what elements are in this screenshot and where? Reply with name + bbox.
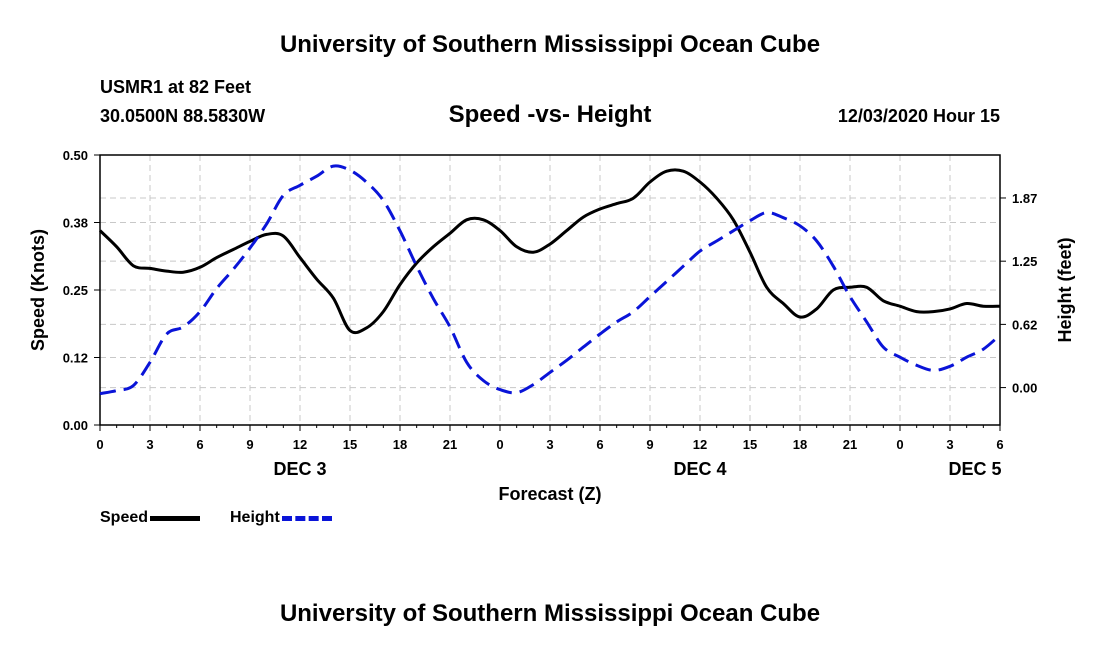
y2-tick-label: 1.25: [1012, 254, 1037, 269]
page-title: University of Southern Mississippi Ocean…: [279, 31, 821, 58]
day-label: DEC 3: [273, 459, 326, 479]
x-tick-label: 3: [146, 437, 153, 452]
legend-height-swatch: [281, 515, 332, 521]
station-label: USMR1 at 82 Feet: [100, 77, 252, 97]
x-tick-label: 6: [996, 437, 1003, 452]
series-line-height: [99, 164, 1001, 396]
y2-tick-label: 1.87: [1012, 191, 1037, 206]
y-tick-label: 0.25: [63, 283, 88, 298]
y2-tick-label: 0.00: [1012, 381, 1037, 396]
y2-axis-title: Height (feet): [1055, 238, 1075, 343]
x-tick-label: 0: [496, 437, 503, 452]
y-tick-label: 0.00: [63, 418, 88, 433]
chart-title: Speed -vs- Height: [448, 101, 652, 128]
y-tick-label: 0.38: [63, 216, 88, 231]
y2-tick-label: 0.62: [1012, 317, 1037, 332]
legend-height-label: Height: [230, 509, 280, 526]
legend-height: Height: [230, 509, 332, 527]
x-tick-label: 0: [896, 437, 903, 452]
series-line-speed: [98, 168, 1001, 335]
coordinates-label: 30.0500N 88.5830W: [100, 106, 266, 126]
legend-speed-swatch: [150, 515, 201, 521]
x-tick-label: 0: [96, 437, 103, 452]
day-label: DEC 4: [673, 459, 726, 479]
x-tick-label: 3: [546, 437, 553, 452]
x-tick-label: 21: [843, 437, 857, 452]
legend-speed: Speed: [100, 509, 201, 527]
x-tick-label: 15: [743, 437, 757, 452]
x-tick-label: 18: [393, 437, 407, 452]
x-tick-label: 6: [596, 437, 603, 452]
y-tick-label: 0.12: [63, 351, 88, 366]
x-tick-label: 9: [646, 437, 653, 452]
x-tick-label: 18: [793, 437, 807, 452]
x-tick-label: 3: [946, 437, 953, 452]
x-axis-title: Forecast (Z): [498, 484, 601, 504]
x-tick-label: 12: [293, 437, 307, 452]
x-tick-label: 15: [343, 437, 357, 452]
day-label: DEC 5: [948, 459, 1001, 479]
x-tick-label: 21: [443, 437, 457, 452]
x-tick-label: 12: [693, 437, 707, 452]
forecast-datetime: 12/03/2020 Hour 15: [837, 106, 1000, 126]
x-tick-label: 6: [196, 437, 203, 452]
y-tick-label: 0.50: [63, 148, 88, 163]
x-tick-label: 9: [246, 437, 253, 452]
y-axis-title: Speed (Knots): [28, 229, 48, 351]
footer-title: University of Southern Mississippi Ocean…: [279, 600, 821, 627]
legend-speed-label: Speed: [100, 509, 149, 526]
